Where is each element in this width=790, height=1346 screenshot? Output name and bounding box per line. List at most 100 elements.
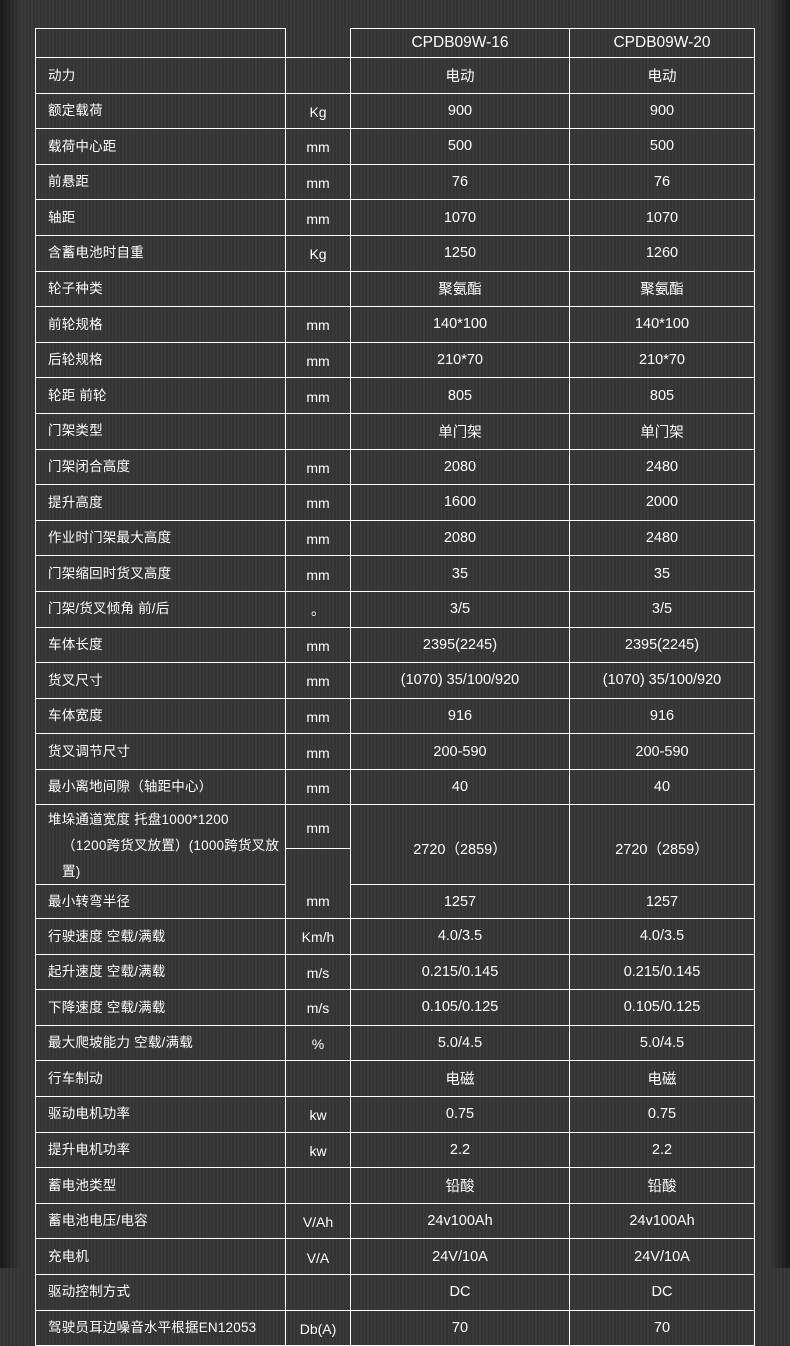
spec-value-model-2: 210*70 (569, 341, 755, 379)
spec-unit: mm (285, 306, 351, 343)
aisle-width-line-1: 堆垛通道宽度 托盘1000*1200 (48, 812, 229, 828)
spec-unit (285, 1060, 351, 1097)
table-row: 动力 电动 电动 (35, 57, 755, 94)
spec-unit: mm (285, 199, 351, 236)
spec-name: 前悬距 (35, 163, 286, 201)
table-row-turning-radius: 最小转弯半径 mm 1257 1257 (35, 884, 755, 919)
spec-unit: mm (285, 626, 351, 664)
spec-value-model-2: 2.2 (569, 1131, 755, 1169)
table-row: 最小离地间隙（轴距中心） mm 40 40 (35, 768, 755, 806)
spec-unit-spacer (285, 848, 351, 885)
spec-name: 轴距 (35, 199, 286, 236)
spec-unit (285, 270, 351, 308)
spec-value-model-1: 1070 (350, 199, 570, 236)
spec-value-model-1: 200-590 (350, 733, 570, 770)
spec-unit: V/A (285, 1238, 351, 1275)
spec-value-model-1: 40 (350, 768, 570, 806)
spec-value-model-2: 1070 (569, 199, 755, 236)
spec-value-model-1: 3/5 (350, 590, 570, 628)
table-row: 轮距 前轮 mm 805 805 (35, 377, 755, 414)
spec-value-model-1: 4.0/3.5 (350, 917, 570, 955)
spec-value-model-2: 2000 (569, 484, 755, 521)
spec-unit: mm (285, 555, 351, 592)
spec-value-model-2: 2480 (569, 448, 755, 486)
spec-name: 后轮规格 (35, 341, 286, 379)
spec-value-model-2: 铅酸 (569, 1167, 755, 1204)
spec-unit: Kg (285, 234, 351, 272)
spec-value-model-2: 0.105/0.125 (569, 989, 755, 1026)
header-model-2: CPDB09W-20 (569, 28, 755, 58)
table-row: 驱动控制方式 DC DC (35, 1273, 755, 1311)
spec-name: 行驶速度 空载/满载 (35, 917, 286, 955)
spec-unit: mm (285, 377, 351, 414)
spec-unit-aisle-width: mm (285, 804, 351, 849)
spec-value-model-1: 0.215/0.145 (350, 953, 570, 991)
spec-unit-turning-radius: mm (285, 884, 351, 919)
spec-value-model-2: 聚氨酯 (569, 270, 755, 308)
table-row: 前轮规格 mm 140*100 140*100 (35, 306, 755, 343)
spec-value-model-1: 电磁 (350, 1060, 570, 1097)
table-row: 货叉调节尺寸 mm 200-590 200-590 (35, 733, 755, 770)
spec-unit: mm (285, 341, 351, 379)
spec-name: 货叉尺寸 (35, 662, 286, 699)
spec-name-turning-radius: 最小转弯半径 (35, 884, 286, 919)
spec-value-model-2: 0.215/0.145 (569, 953, 755, 991)
spec-value-model-1: 2080 (350, 519, 570, 557)
spec-value-model-2: 4.0/3.5 (569, 917, 755, 955)
spec-value-model-2: 916 (569, 697, 755, 735)
spec-name: 蓄电池类型 (35, 1167, 286, 1204)
spec-value-model-2: 0.75 (569, 1095, 755, 1133)
spec-value-model-1: 0.75 (350, 1095, 570, 1133)
spec-value-model-2: 200-590 (569, 733, 755, 770)
spec-name: 轮距 前轮 (35, 377, 286, 414)
spec-name: 提升高度 (35, 484, 286, 521)
spec-name-aisle-width: 堆垛通道宽度 托盘1000*1200 （1200跨货叉放置）(1000跨货叉放置) (35, 804, 286, 886)
spec-value-model-1: 1600 (350, 484, 570, 521)
spec-value-model-1: 900 (350, 92, 570, 130)
table-row: 后轮规格 mm 210*70 210*70 (35, 341, 755, 379)
right-edge-shading (770, 0, 790, 1268)
spec-unit: mm (285, 697, 351, 735)
specification-table-container: CPDB09W-16 CPDB09W-20 动力 电动 电动 额定载荷 Kg 900 900 载荷… (35, 28, 755, 1346)
table-row: 车体宽度 mm 916 916 (35, 697, 755, 735)
specification-table: CPDB09W-16 CPDB09W-20 动力 电动 电动 额定载荷 Kg 900 900 载荷… (35, 28, 755, 1346)
spec-value-model-2: 76 (569, 163, 755, 201)
spec-unit: 。 (285, 590, 351, 628)
spec-unit: m/s (285, 989, 351, 1026)
spec-value-model-2: 40 (569, 768, 755, 806)
spec-value-model-1: 电动 (350, 57, 570, 94)
spec-unit: kw (285, 1131, 351, 1169)
spec-value-model-1: 5.0/4.5 (350, 1024, 570, 1062)
table-row: 行驶速度 空载/满载 Km/h 4.0/3.5 4.0/3.5 (35, 917, 755, 955)
spec-value-model-2: 140*100 (569, 306, 755, 343)
table-header-row: CPDB09W-16 CPDB09W-20 (35, 28, 755, 58)
spec-value-model-2: 900 (569, 92, 755, 130)
spec-name: 动力 (35, 57, 286, 94)
spec-value-model-1: 2395(2245) (350, 626, 570, 664)
spec-value-model-2: 24v100Ah (569, 1202, 755, 1240)
spec-value-model-1: (1070) 35/100/920 (350, 662, 570, 699)
table-row-aisle-width: 堆垛通道宽度 托盘1000*1200 （1200跨货叉放置）(1000跨货叉放置)… (35, 804, 755, 886)
spec-value-model-1: 35 (350, 555, 570, 592)
spec-unit: kw (285, 1095, 351, 1133)
spec-unit: mm (285, 448, 351, 486)
spec-unit: mm (285, 484, 351, 521)
table-row: 提升高度 mm 1600 2000 (35, 484, 755, 521)
spec-unit: mm (285, 519, 351, 557)
spec-value-model-1: 70 (350, 1309, 570, 1346)
header-model-1: CPDB09W-16 (350, 28, 570, 58)
spec-value-model-2: (1070) 35/100/920 (569, 662, 755, 699)
spec-name: 下降速度 空载/满载 (35, 989, 286, 1026)
left-edge-shading (0, 0, 20, 1268)
spec-value-turning-radius-model-2: 1257 (569, 884, 755, 919)
table-row: 起升速度 空载/满载 m/s 0.215/0.145 0.215/0.145 (35, 953, 755, 991)
table-row: 下降速度 空载/满载 m/s 0.105/0.125 0.105/0.125 (35, 989, 755, 1026)
spec-value-aisle-width-model-2: 2720（2859） (569, 804, 755, 886)
spec-value-model-1: 0.105/0.125 (350, 989, 570, 1026)
spec-value-model-1: 916 (350, 697, 570, 735)
spec-name: 货叉调节尺寸 (35, 733, 286, 770)
spec-value-model-1: 500 (350, 128, 570, 165)
spec-value-model-2: 805 (569, 377, 755, 414)
spec-value-model-2: DC (569, 1273, 755, 1311)
spec-unit: mm (285, 163, 351, 201)
